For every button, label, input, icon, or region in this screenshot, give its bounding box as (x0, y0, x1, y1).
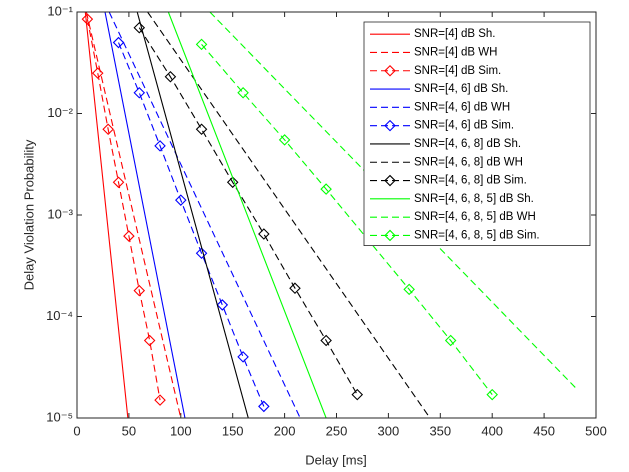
series-marker (444, 334, 457, 347)
series-marker (216, 299, 229, 311)
legend-label: SNR=[4] dB Sim. (414, 65, 501, 77)
series-marker (195, 123, 208, 136)
series-marker (320, 334, 332, 347)
y-tick-label: 10⁻⁵ (46, 409, 73, 424)
series-line (136, 12, 249, 418)
series-marker (154, 394, 166, 406)
series-marker (133, 284, 146, 297)
x-axis-label: Delay [ms] (305, 452, 366, 467)
x-tick-label: 500 (585, 423, 607, 438)
x-tick-label: 100 (170, 423, 192, 438)
x-tick-label: 200 (274, 423, 296, 438)
series-marker (133, 21, 146, 34)
x-tick-label: 400 (481, 423, 503, 438)
series-marker (143, 334, 156, 347)
legend-label: SNR=[4, 6, 8, 5] dB Sh. (414, 193, 534, 205)
legend-label: SNR=[4, 6] dB WH (414, 101, 510, 113)
series-marker (81, 13, 94, 25)
y-tick-label: 10⁻¹ (47, 3, 73, 18)
series-marker (226, 176, 239, 189)
y-tick-label: 10⁻⁴ (46, 308, 73, 323)
legend-marker (384, 64, 396, 77)
series-line (108, 12, 301, 418)
series-line (138, 27, 358, 395)
y-tick-label: 10⁻³ (47, 206, 73, 221)
x-tick-label: 350 (429, 423, 451, 438)
series-line (167, 12, 327, 418)
series-marker (195, 38, 208, 51)
series-marker (258, 228, 270, 240)
axes-box (76, 11, 597, 419)
series-marker (237, 87, 249, 99)
series-marker (320, 183, 332, 195)
legend-label: SNR=[4, 6, 8] dB Sh. (414, 138, 521, 150)
series-marker (486, 388, 498, 401)
legend-marker (384, 229, 396, 242)
legend-label: SNR=[4, 6] dB Sh. (414, 83, 508, 95)
series-line (84, 12, 129, 418)
series-marker (237, 351, 249, 363)
series-line (201, 43, 493, 395)
series-marker (289, 282, 301, 294)
legend-label: SNR=[4] dB WH (414, 46, 497, 58)
series-marker (258, 400, 270, 413)
series-marker (91, 67, 104, 79)
x-tick-label: 0 (73, 423, 80, 438)
legend-label: SNR=[4, 6, 8, 5] dB WH (414, 211, 536, 223)
series-marker (102, 123, 114, 136)
x-tick-label: 450 (533, 423, 555, 438)
legend-label: SNR=[4, 6, 8] dB Sim. (414, 175, 527, 187)
legend: SNR=[4] dB Sh. SNR=[4] dB WH SNR=[4] dB Si… (363, 21, 591, 247)
series-marker (175, 194, 187, 206)
series-marker (351, 388, 364, 401)
series-marker (112, 176, 125, 189)
legend-marker (384, 174, 396, 187)
series-line (86, 19, 161, 401)
legend-label: SNR=[4, 6, 8, 5] dB Sim. (414, 229, 540, 241)
legend-label: SNR=[4] dB Sh. (414, 28, 496, 40)
series-marker (164, 71, 177, 83)
series-marker (278, 134, 291, 146)
legend-label: SNR=[4, 6] dB Sim. (414, 120, 514, 132)
x-tick-label: 50 (122, 423, 136, 438)
x-tick-label: 150 (222, 423, 244, 438)
legend-box (363, 21, 591, 247)
plot-lines (81, 12, 576, 418)
y-axis-label: Delay Violation Probability (21, 139, 36, 290)
y-tick-label: 10⁻² (47, 105, 73, 120)
series-marker (403, 283, 415, 296)
legend-marker (384, 119, 396, 132)
series-line (85, 12, 182, 418)
series-marker (133, 87, 146, 99)
x-tick-label: 250 (326, 423, 348, 438)
legend-label: SNR=[4, 6, 8] dB WH (414, 156, 523, 168)
series-line (104, 12, 186, 418)
series-marker (123, 230, 135, 242)
series-marker (195, 247, 208, 260)
series-marker (154, 140, 166, 152)
series-marker (112, 36, 125, 49)
x-tick-label: 300 (378, 423, 400, 438)
